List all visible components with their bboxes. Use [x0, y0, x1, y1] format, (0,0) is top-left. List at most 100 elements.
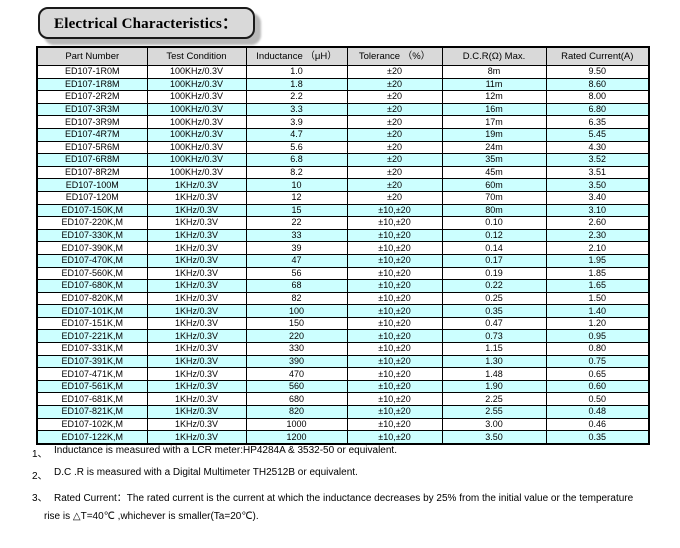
column-header: Part Number — [36, 46, 148, 66]
column-header: Inductance （μH） — [245, 46, 348, 66]
table-cell: ED107-221K,M — [36, 329, 148, 344]
table-cell: 9.50 — [545, 65, 650, 79]
table-row: ED107-120M 1KHz/0.3V 12 ±20 70m 3.40 — [36, 190, 650, 205]
table-row: ED107-3R9M 100KHz/0.3V 3.9 ±20 17m 6.35 — [36, 115, 650, 129]
table-cell: 1KHz/0.3V — [146, 379, 247, 394]
table-cell: 220 — [245, 329, 348, 344]
table-cell: 16m — [441, 102, 547, 117]
table-cell: 0.65 — [545, 367, 650, 381]
table-cell: ±10,±20 — [346, 405, 443, 419]
footnote: 1、 Inductance is measured with a LCR mete… — [32, 445, 672, 467]
section-title: Electrical Characteristics： — [54, 16, 238, 32]
footnote: 2、 D.C .R is measured with a Digital Mult… — [32, 467, 672, 489]
table-cell: ±10,±20 — [346, 241, 443, 255]
table-row: ED107-471K,M 1KHz/0.3V 470 ±10,±20 1.48 0.65 — [36, 367, 650, 381]
table-cell: 1KHz/0.3V — [146, 417, 247, 432]
table-cell: ±10,±20 — [346, 279, 443, 293]
table-cell: 0.35 — [545, 430, 650, 445]
table-cell: 2.2 — [245, 90, 348, 104]
table-cell: 3.10 — [545, 203, 650, 218]
table-cell: 4.30 — [545, 140, 650, 155]
table-cell: 0.46 — [545, 417, 650, 432]
table-cell: 68 — [245, 279, 348, 293]
table-cell: ED107-391K,M — [36, 354, 148, 369]
table-cell: 0.17 — [441, 253, 547, 268]
table-cell: 1.90 — [441, 379, 547, 394]
table-cell: ED107-102K,M — [36, 417, 148, 432]
table-cell: 1KHz/0.3V — [146, 405, 247, 419]
table-cell: 1.15 — [441, 342, 547, 356]
table-cell: ±10,±20 — [346, 342, 443, 356]
table-cell: ED107-330K,M — [36, 228, 148, 243]
table-cell: 0.35 — [441, 304, 547, 318]
table-cell: 1KHz/0.3V — [146, 241, 247, 255]
table-cell: 12m — [441, 90, 547, 104]
column-header: D.C.R(Ω) Max. — [441, 46, 547, 66]
table-cell: 0.10 — [441, 216, 547, 230]
table-cell: 0.47 — [441, 316, 547, 331]
table-cell: ED107-120M — [36, 190, 148, 205]
table-cell: ±20 — [346, 140, 443, 155]
table-row: ED107-8R2M 100KHz/0.3V 8.2 ±20 45m 3.51 — [36, 165, 650, 180]
table-cell: 330 — [245, 342, 348, 356]
table-cell: ED107-560K,M — [36, 266, 148, 281]
table-cell: 5.45 — [545, 127, 650, 142]
table-cell: ED107-470K,M — [36, 253, 148, 268]
table-cell: 70m — [441, 190, 547, 205]
table-cell: 1000 — [245, 417, 348, 432]
table-cell: 100KHz/0.3V — [146, 127, 247, 142]
table-cell: ED107-122K,M — [36, 430, 148, 445]
table-cell: 3.52 — [545, 153, 650, 167]
table-cell: ±10,±20 — [346, 354, 443, 369]
table-cell: ED107-6R8M — [36, 153, 148, 167]
table-cell: ±20 — [346, 127, 443, 142]
table-cell: 100KHz/0.3V — [146, 77, 247, 92]
table-cell: 0.80 — [545, 342, 650, 356]
table-cell: 6.35 — [545, 115, 650, 129]
table-body: ED107-1R0M 100KHz/0.3V 1.0 ±20 8m 9.50 ED107-1… — [36, 65, 650, 445]
table-row: ED107-100M 1KHz/0.3V 10 ±20 60m 3.50 — [36, 178, 650, 192]
table-cell: ED107-1R0M — [36, 65, 148, 79]
footnote-number: 3、 — [32, 493, 48, 504]
table-cell: ED107-821K,M — [36, 405, 148, 419]
table-cell: 0.12 — [441, 228, 547, 243]
table-cell: 1.8 — [245, 77, 348, 92]
table-cell: ±10,±20 — [346, 266, 443, 281]
table-cell: 0.75 — [545, 354, 650, 369]
table-cell: 1.20 — [545, 316, 650, 331]
table-row: ED107-6R8M 100KHz/0.3V 6.8 ±20 35m 3.52 — [36, 153, 650, 167]
table-cell: 0.19 — [441, 266, 547, 281]
table-cell: ED107-680K,M — [36, 279, 148, 293]
footnotes: 1、 Inductance is measured with a LCR mete… — [32, 445, 672, 533]
table-cell: ±20 — [346, 115, 443, 129]
footnote-number: 1、 — [32, 449, 48, 460]
table-row: ED107-470K,M 1KHz/0.3V 47 ±10,±20 0.17 1.95 — [36, 253, 650, 268]
table-row: ED107-1R0M 100KHz/0.3V 1.0 ±20 8m 9.50 — [36, 65, 650, 79]
electrical-characteristics-table: Part Number Test Condition Inductance （μH）… — [36, 46, 650, 445]
table-cell: 4.7 — [245, 127, 348, 142]
table-cell: ED107-150K,M — [36, 203, 148, 218]
table-cell: 56 — [245, 266, 348, 281]
table-cell: ±10,±20 — [346, 216, 443, 230]
table-cell: 22 — [245, 216, 348, 230]
table-cell: 1200 — [245, 430, 348, 445]
table-cell: 0.73 — [441, 329, 547, 344]
column-header: Test Condition — [146, 46, 247, 66]
table-cell: 2.60 — [545, 216, 650, 230]
table-cell: ±20 — [346, 102, 443, 117]
table-cell: ED107-1R8M — [36, 77, 148, 92]
table-cell: ED107-390K,M — [36, 241, 148, 255]
table-cell: 680 — [245, 392, 348, 407]
table-cell: 2.55 — [441, 405, 547, 419]
table-cell: 3.40 — [545, 190, 650, 205]
table-cell: 12 — [245, 190, 348, 205]
column-header: Tolerance （%） — [346, 46, 443, 66]
table-cell: 60m — [441, 178, 547, 192]
table-cell: 1KHz/0.3V — [146, 342, 247, 356]
table-cell: ±20 — [346, 77, 443, 92]
table-cell: 19m — [441, 127, 547, 142]
table-cell: 100KHz/0.3V — [146, 90, 247, 104]
table-cell: 1KHz/0.3V — [146, 190, 247, 205]
table-cell: ED107-3R3M — [36, 102, 148, 117]
table-cell: ±10,±20 — [346, 379, 443, 394]
